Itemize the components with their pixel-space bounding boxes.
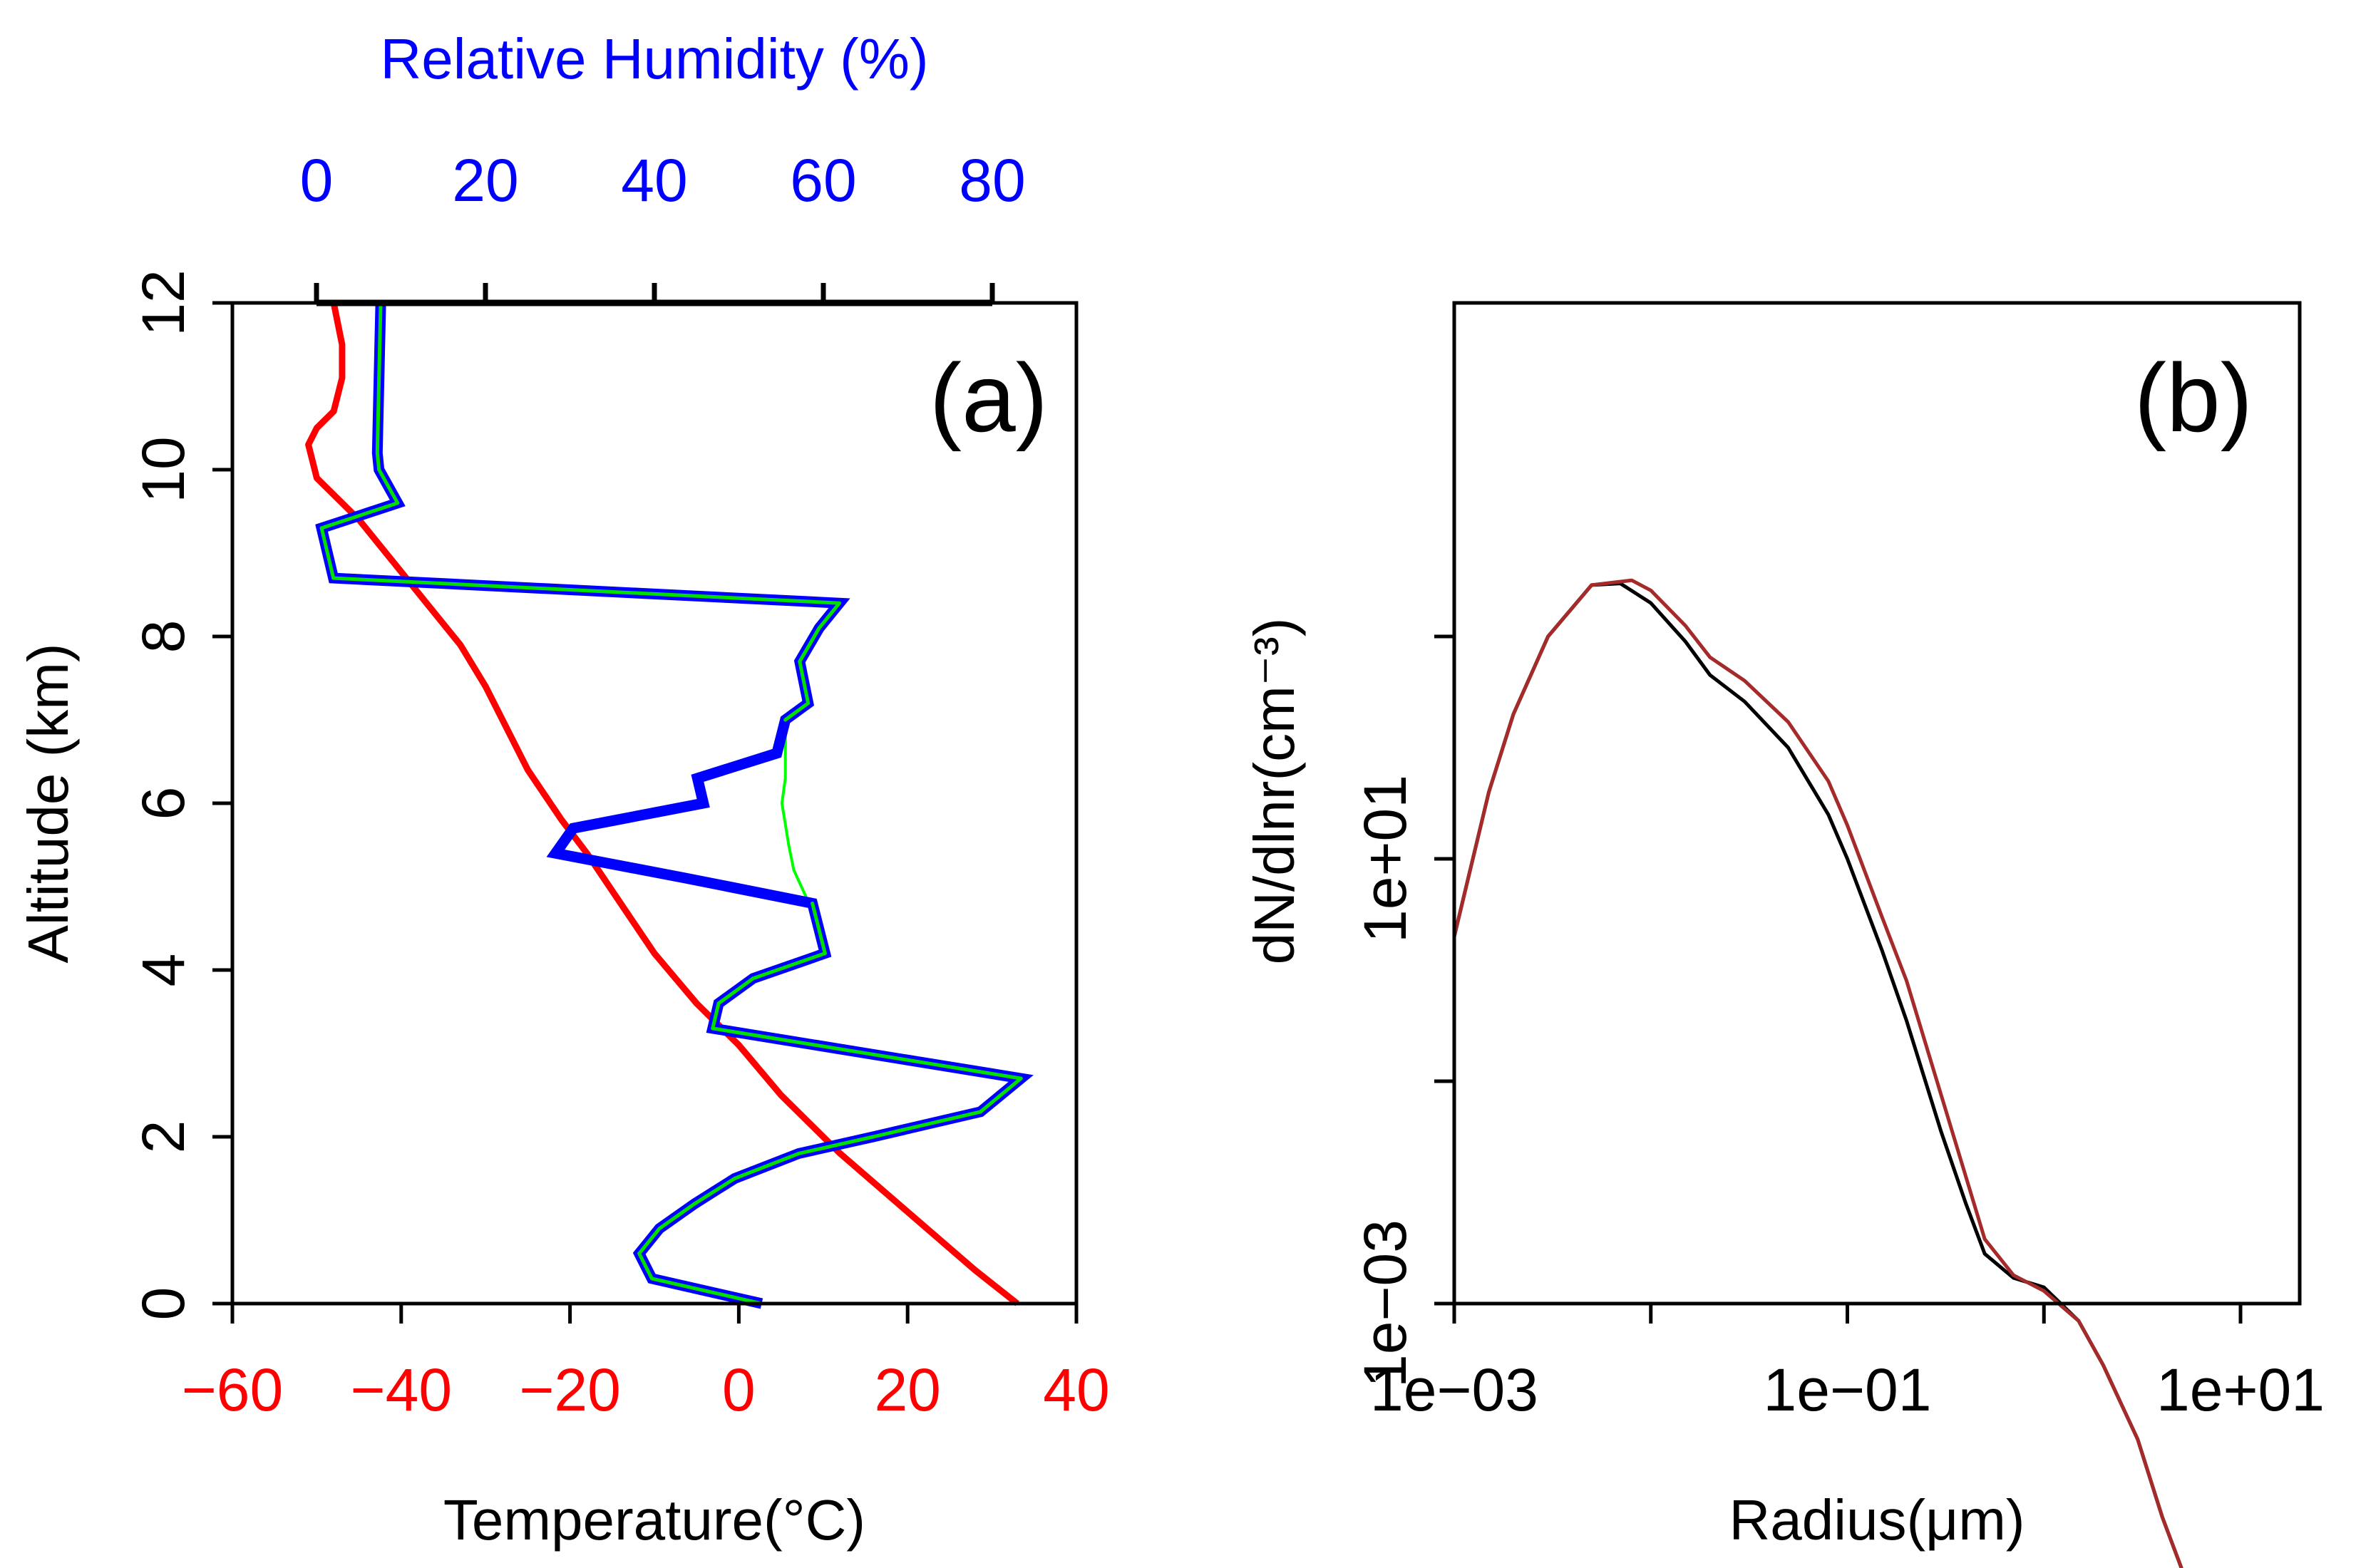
panel-a: 0 2 4 6 8 10 12 −60 −40 −20 0 20 40 0 20 40 60 80 (a) Alt… [16, 27, 1110, 1552]
temperature-axis-title: Temperature(°C) [443, 1488, 865, 1552]
size-distribution-tick-label: 1e+01 [1352, 775, 1419, 943]
humidity-tick-label: 20 [452, 147, 518, 214]
humidity-profile-fill-segment [693, 1177, 737, 1206]
humidity-profile-fill-segment [319, 526, 336, 580]
temperature-tick-label: −40 [351, 1356, 453, 1423]
humidity-profile-fill-segment [751, 951, 827, 981]
humidity-profile-fill-segment [716, 976, 756, 1006]
temperature-tick-label: 20 [874, 1356, 940, 1423]
size-distribution-line-brown [1452, 578, 2183, 1568]
humidity-profile-fill-segment [817, 601, 842, 630]
size-distribution-axis-title: dN/dlnr(cm⁻³) [1243, 618, 1306, 965]
humidity-tick-label: 0 [300, 147, 334, 214]
temperature-tick-label: 0 [722, 1356, 756, 1423]
humidity-profile-fill-segment [733, 1151, 801, 1180]
humidity-profile-fill-segment [798, 626, 821, 664]
size-distribution-tick-label: 1e−03 [1352, 1219, 1419, 1388]
humidity-profile-fill-segment [657, 1202, 697, 1231]
altitude-tick-label: 8 [130, 620, 197, 654]
humidity-profile-fill-segment [871, 1110, 982, 1139]
humidity-profile-fill-segment [711, 1026, 1023, 1080]
humidity-profile-thin-line [320, 302, 1023, 1305]
temperature-tick-label: −20 [519, 1356, 621, 1423]
humidity-profile-fill-segment [377, 468, 400, 505]
altitude-tick-label: 10 [130, 436, 197, 502]
panel-b-plot-frame [1452, 301, 2302, 1306]
humidity-profile-fill-segment [637, 1252, 654, 1281]
humidity-profile-fill-segment [797, 1135, 875, 1155]
humidity-profile-fill-segment [637, 1227, 662, 1256]
altitude-tick-label: 4 [130, 954, 197, 987]
humidity-profile-fill-segment [375, 301, 383, 455]
panel-b-series [1452, 578, 2183, 1568]
radius-tick-label: 1e−01 [1764, 1356, 1932, 1423]
radius-tick-label: 1e−03 [1370, 1356, 1538, 1423]
altitude-tick-label: 12 [130, 269, 197, 336]
panel-a-label: (a) [930, 344, 1048, 452]
panel-a-series [305, 301, 1034, 1309]
humidity-profile-fill-segment [331, 576, 842, 605]
altitude-tick-label: 6 [130, 787, 197, 820]
panel-a-axes: 0 2 4 6 8 10 12 −60 −40 −20 0 20 40 0 20 40 60 80 [130, 147, 1110, 1423]
humidity-profile-fill-segment [319, 501, 400, 530]
temperature-tick-label: −60 [182, 1356, 284, 1423]
humidity-profile-outline-line [315, 302, 1034, 1309]
panel-b-label: (b) [2134, 344, 2253, 452]
humidity-tick-label: 80 [959, 147, 1025, 214]
humidity-tick-label: 40 [621, 147, 687, 214]
radius-tick-label: 1e+01 [2156, 1356, 2325, 1423]
relative-humidity-axis-title: Relative Humidity (%) [380, 27, 928, 91]
humidity-profile-fill-segment [798, 659, 811, 706]
humidity-profile-fill-segment [811, 901, 827, 956]
radius-axis-title: Radius(μm) [1729, 1488, 2025, 1552]
panel-a-plot-frame [230, 301, 1079, 1306]
humidity-profile-fill-segment [375, 451, 381, 472]
panel-a-y-axis-title: Altitude (km) [16, 644, 80, 964]
humidity-profile-fill-segment [649, 1276, 763, 1306]
humidity-profile-fill-segment [783, 701, 811, 722]
humidity-profile-fill-segment [711, 1001, 721, 1031]
panel-b-axes: 1e−03 1e−01 1e+01 1e−03 1e+01 [1352, 634, 2325, 1423]
panel-b: 1e−03 1e−01 1e+01 1e−03 1e+01 (b) Radius(μm)… [1243, 301, 2325, 1568]
humidity-tick-label: 60 [790, 147, 856, 214]
altitude-tick-label: 0 [130, 1287, 197, 1321]
altitude-tick-label: 2 [130, 1120, 197, 1154]
temperature-profile-line [305, 302, 1019, 1306]
temperature-tick-label: 40 [1043, 1356, 1109, 1423]
humidity-profile-fill-segment [978, 1076, 1023, 1114]
